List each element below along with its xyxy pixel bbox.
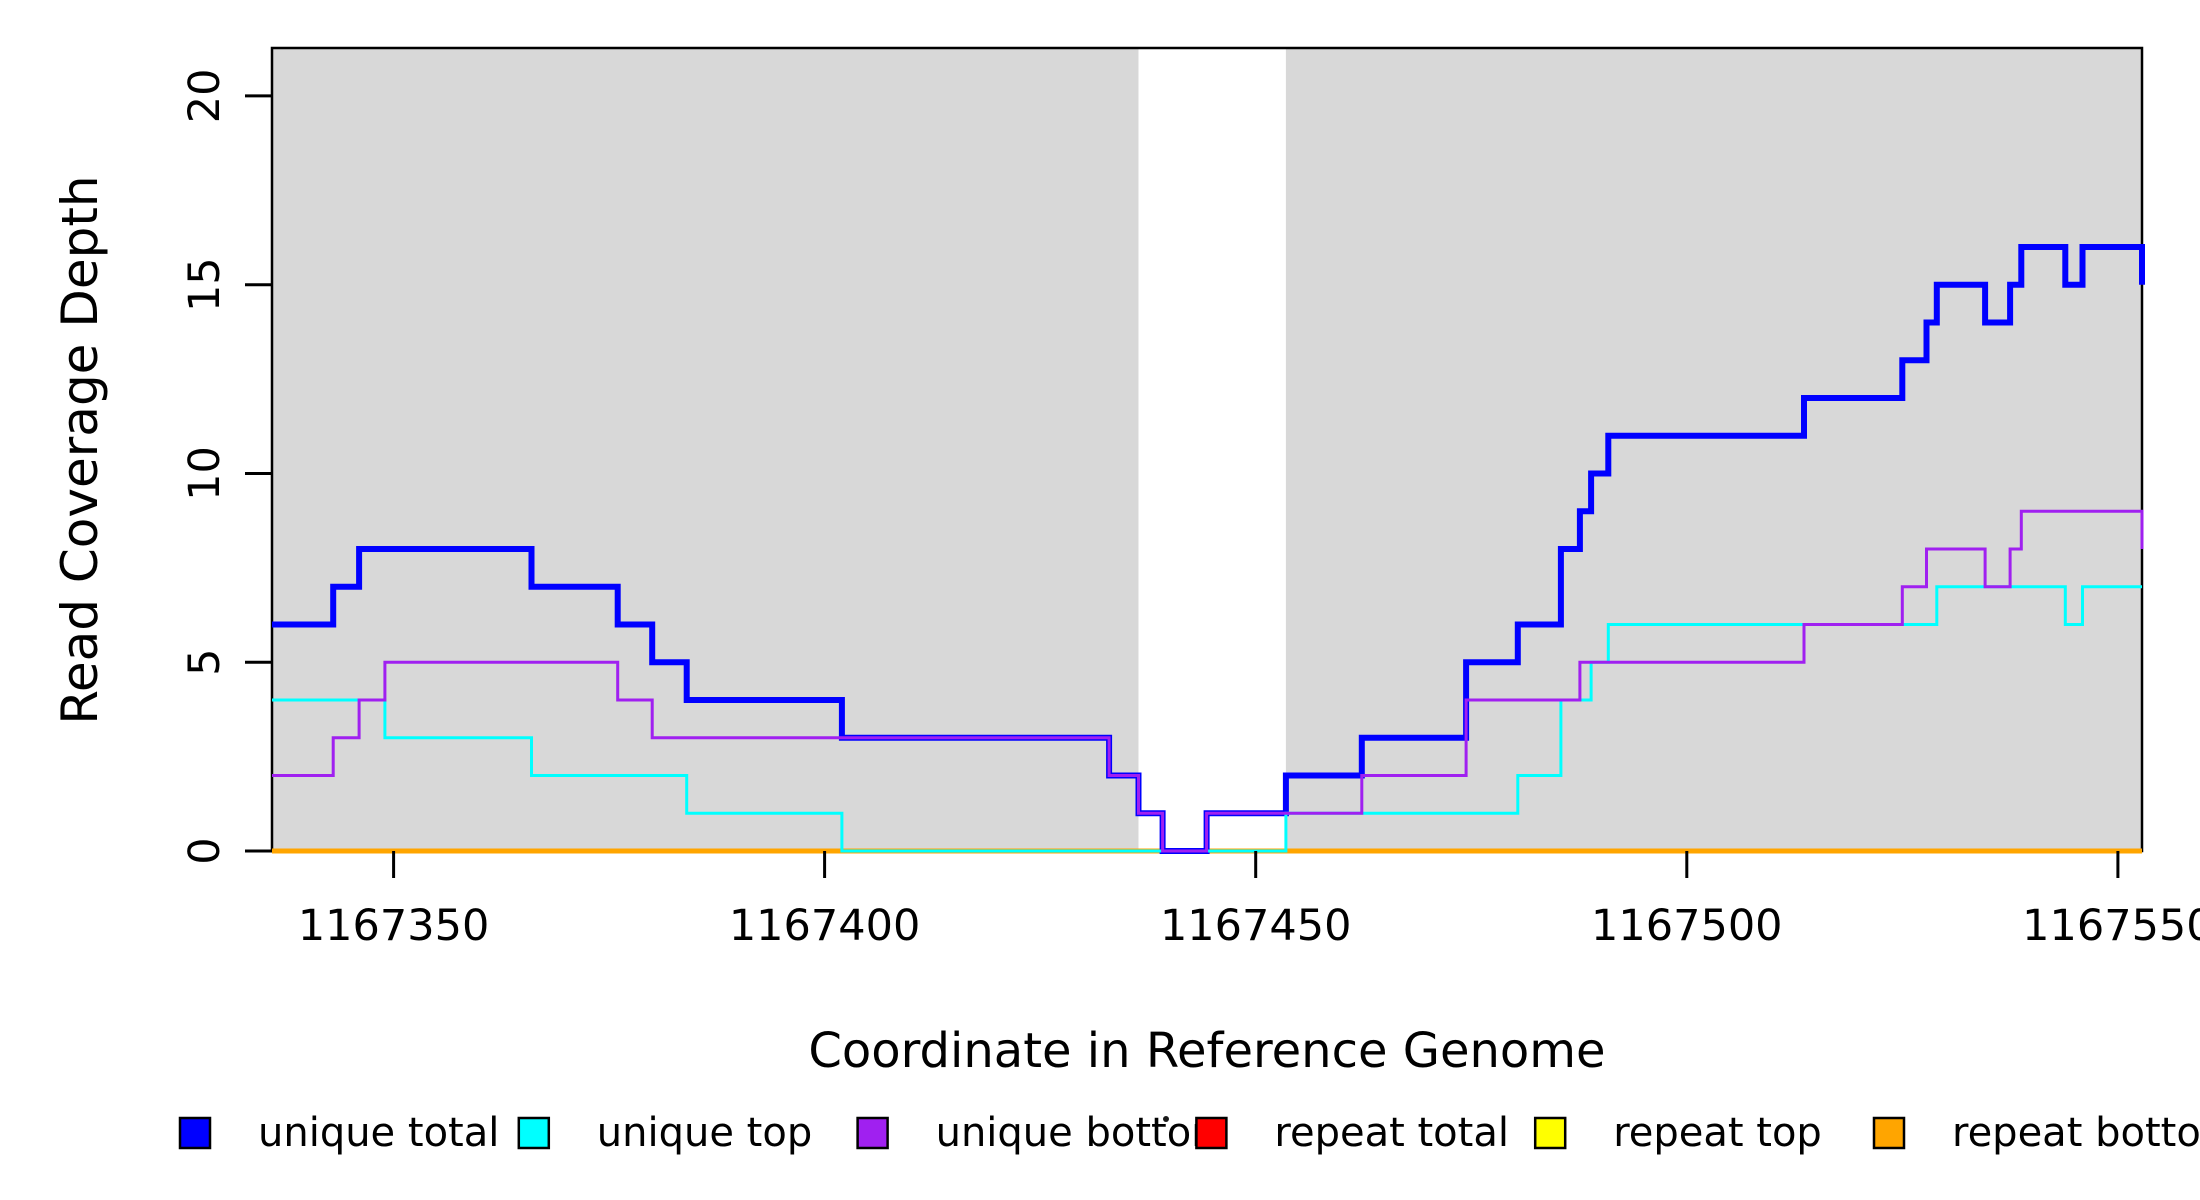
legend-item-unique-bottom: unique bottom — [856, 1110, 1231, 1156]
x-axis: 1167350 1167400 1167450 1167500 1167550 — [298, 851, 2200, 951]
highlight-band — [272, 49, 1139, 851]
y-tick-label: 20 — [180, 69, 230, 124]
legend-swatch — [178, 1116, 212, 1150]
stray-dot-artifact — [1163, 1116, 1169, 1122]
series-line-unique-top — [272, 585, 2142, 853]
legend-label: unique top — [597, 1110, 812, 1156]
highlight-band — [1285, 49, 2142, 851]
legend-label: repeat bottom — [1952, 1110, 2200, 1156]
x-tick-label: 1167400 — [729, 901, 921, 951]
legend-item-unique-total: unique total — [178, 1110, 499, 1156]
legend: unique total unique top unique bottom repea… — [178, 1110, 2200, 1156]
legend-swatch — [517, 1116, 551, 1150]
y-tick-label: 10 — [180, 446, 230, 501]
x-tick-label: 1167350 — [298, 901, 490, 951]
legend-item-unique-top: unique top — [517, 1110, 812, 1156]
y-axis-title: Read Coverage Depth — [51, 175, 109, 724]
legend-label: unique bottom — [936, 1110, 1231, 1156]
series-lines — [272, 244, 2145, 854]
legend-swatch — [1872, 1116, 1906, 1150]
legend-item-repeat-bottom: repeat bottom — [1872, 1110, 2200, 1156]
highlight-bands — [272, 49, 2142, 851]
legend-label: repeat total — [1274, 1110, 1509, 1156]
y-axis: 0 5 10 15 20 — [180, 69, 272, 865]
legend-swatch — [856, 1116, 889, 1150]
x-tick-label: 1167450 — [1160, 901, 1352, 951]
x-tick-label: 1167500 — [1591, 901, 1783, 951]
series-line-unique-total — [272, 244, 2145, 854]
x-tick-label: 1167550 — [2022, 901, 2200, 951]
legend-item-repeat-total: repeat total — [1195, 1110, 1509, 1156]
series-line-unique-bottom — [272, 509, 2144, 853]
legend-swatch — [1195, 1116, 1228, 1150]
y-tick-label: 0 — [180, 837, 230, 864]
x-axis-title: Coordinate in Reference Genome — [808, 1023, 1605, 1079]
legend-label: unique total — [258, 1110, 499, 1156]
y-tick-label: 15 — [180, 257, 230, 312]
y-tick-label: 5 — [180, 649, 230, 676]
legend-label: repeat top — [1613, 1110, 1822, 1156]
legend-swatch — [1533, 1116, 1567, 1150]
legend-item-repeat-top: repeat top — [1533, 1110, 1822, 1156]
